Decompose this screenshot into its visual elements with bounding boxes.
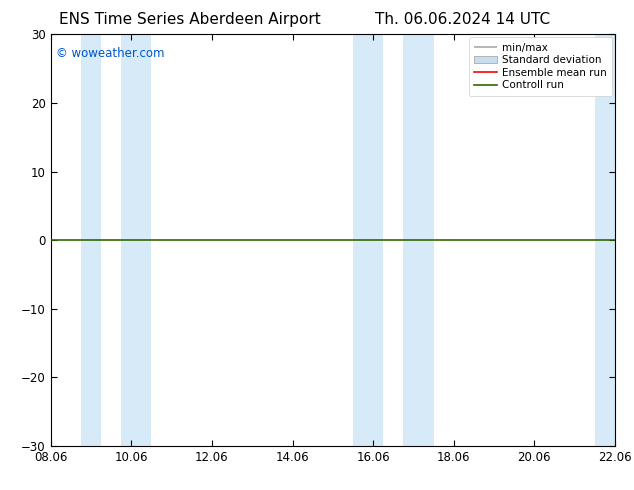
Bar xyxy=(121,34,152,446)
Text: ENS Time Series Aberdeen Airport: ENS Time Series Aberdeen Airport xyxy=(60,12,321,27)
Text: Th. 06.06.2024 14 UTC: Th. 06.06.2024 14 UTC xyxy=(375,12,550,27)
Bar xyxy=(403,34,434,446)
Bar xyxy=(595,34,615,446)
Text: © woweather.com: © woweather.com xyxy=(56,47,165,60)
Bar xyxy=(81,34,101,446)
Bar xyxy=(353,34,383,446)
Legend: min/max, Standard deviation, Ensemble mean run, Controll run: min/max, Standard deviation, Ensemble me… xyxy=(469,37,612,96)
